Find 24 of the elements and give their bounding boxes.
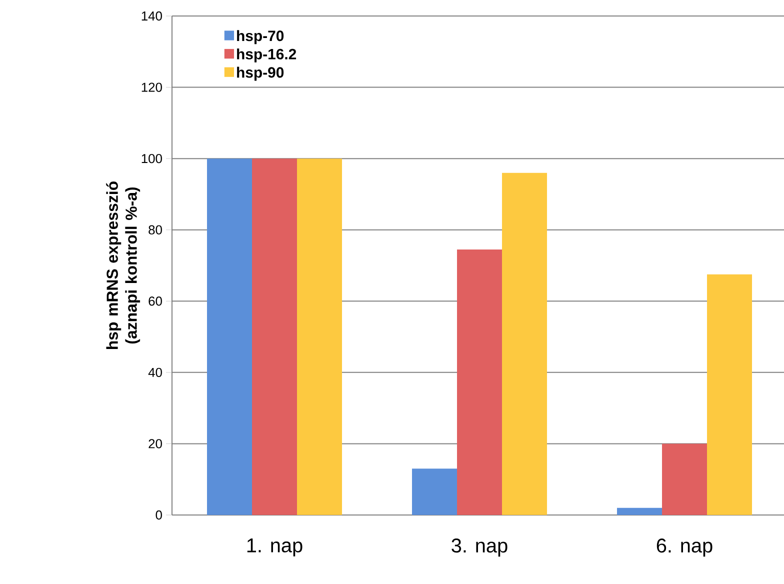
bar [457, 249, 502, 515]
bar [207, 158, 252, 515]
bar [662, 444, 708, 515]
legend-label: hsp-90 [237, 66, 284, 81]
bar [617, 508, 662, 515]
y-tick-label: 40 [148, 368, 162, 378]
bar [412, 468, 458, 515]
y-tick-label: 20 [148, 439, 162, 448]
y-tick-label: 120 [142, 82, 162, 92]
x-tick-label: 6. nap [656, 538, 712, 557]
bar [502, 172, 548, 515]
x-tick-label: 3. nap [452, 538, 508, 557]
y-tick-label: 140 [142, 11, 162, 21]
y-axis-title: hsp mRNS expresszió (aznapi kontroll %-a) [106, 182, 140, 349]
y-tick-label: 100 [142, 154, 162, 164]
bar [297, 158, 342, 515]
legend-label: hsp-16.2 [237, 48, 296, 62]
y-tick-label: 60 [148, 296, 162, 306]
x-tick-label: 1. nap [247, 538, 302, 556]
legend-label: hsp-70 [237, 30, 284, 44]
bar [707, 274, 752, 515]
y-tick-label: 80 [148, 225, 162, 234]
y-tick-label: 0 [156, 510, 162, 520]
bar [252, 158, 298, 515]
